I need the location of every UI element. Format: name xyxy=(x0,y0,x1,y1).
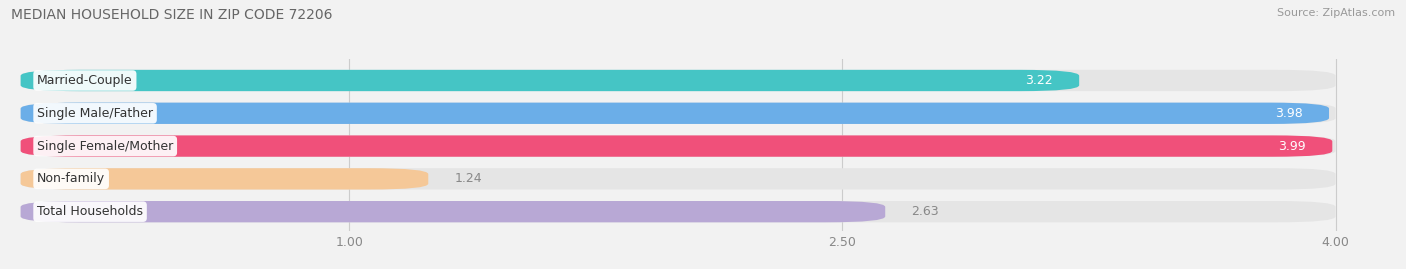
Text: Single Male/Father: Single Male/Father xyxy=(37,107,153,120)
Text: Married-Couple: Married-Couple xyxy=(37,74,132,87)
Text: 3.98: 3.98 xyxy=(1275,107,1303,120)
Text: 3.99: 3.99 xyxy=(1278,140,1306,153)
FancyBboxPatch shape xyxy=(21,70,1080,91)
FancyBboxPatch shape xyxy=(21,168,429,190)
FancyBboxPatch shape xyxy=(21,168,1336,190)
FancyBboxPatch shape xyxy=(21,70,1336,91)
FancyBboxPatch shape xyxy=(21,201,886,222)
FancyBboxPatch shape xyxy=(21,135,1336,157)
FancyBboxPatch shape xyxy=(21,201,1336,222)
Text: Total Households: Total Households xyxy=(37,205,143,218)
Text: Non-family: Non-family xyxy=(37,172,105,185)
FancyBboxPatch shape xyxy=(21,135,1333,157)
FancyBboxPatch shape xyxy=(21,103,1329,124)
Text: 1.24: 1.24 xyxy=(454,172,482,185)
FancyBboxPatch shape xyxy=(21,103,1336,124)
Text: 2.63: 2.63 xyxy=(911,205,939,218)
Text: 3.22: 3.22 xyxy=(1025,74,1053,87)
Text: Single Female/Mother: Single Female/Mother xyxy=(37,140,173,153)
Text: Source: ZipAtlas.com: Source: ZipAtlas.com xyxy=(1277,8,1395,18)
Text: MEDIAN HOUSEHOLD SIZE IN ZIP CODE 72206: MEDIAN HOUSEHOLD SIZE IN ZIP CODE 72206 xyxy=(11,8,333,22)
